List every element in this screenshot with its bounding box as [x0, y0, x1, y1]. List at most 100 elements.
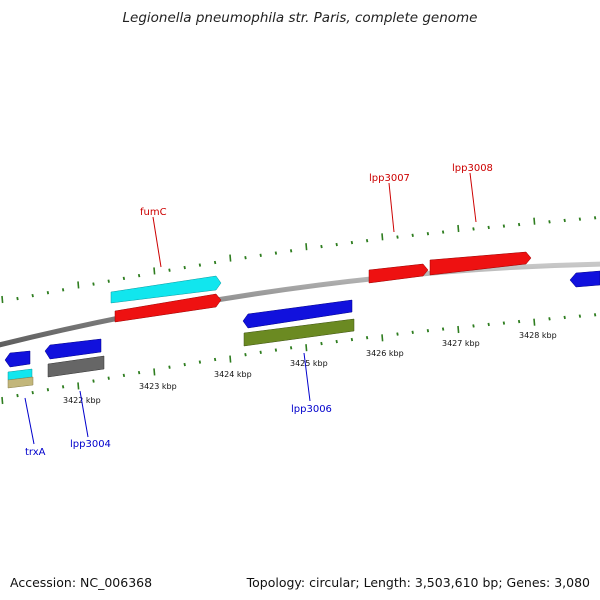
forward-row-major-tick [153, 267, 156, 275]
gene-label-lpp3004[interactable]: lpp3004 [70, 439, 111, 450]
reverse-row-minor-tick [168, 365, 171, 369]
forward-row-minor-tick [46, 291, 50, 295]
reverse-row-minor-tick [31, 390, 34, 395]
reverse-row-minor-tick [502, 321, 506, 325]
forward-row-minor-tick [335, 242, 338, 247]
reverse-row-minor-tick [183, 362, 186, 367]
forward-row-minor-tick [107, 279, 110, 283]
reverse-row-minor-tick [274, 348, 278, 352]
forward-row-minor-tick [396, 235, 399, 239]
lpp3004-leader [79, 390, 89, 438]
lpp3008-leader [469, 172, 477, 223]
trxA-khaki-gene-bar[interactable] [7, 376, 34, 389]
forward-row-minor-tick [259, 253, 262, 257]
forward-row-minor-tick [548, 220, 551, 224]
forward-row-minor-tick [289, 249, 293, 253]
olive-gene-bar[interactable] [243, 318, 355, 347]
forward-row-major-tick [77, 281, 80, 289]
forward-row-major-tick [533, 217, 536, 225]
gene-labels: fumC lpp3007 lpp3008 trxA lpp3004 lpp300… [25, 163, 493, 458]
trxA-leader [24, 397, 35, 445]
reverse-row-minor-tick [61, 385, 65, 389]
lpp3006-leader [303, 352, 311, 402]
scale-label-3426: 3426 kbp [366, 349, 404, 358]
forward-row-major-tick [1, 295, 4, 304]
forward-row-minor-tick [320, 244, 323, 249]
reverse-tick-row [1, 313, 597, 405]
genome-title: Legionella pneumophila str. Paris, compl… [122, 10, 478, 26]
edge-blue-gene-arrow[interactable] [569, 270, 600, 288]
forward-row-minor-tick [61, 288, 65, 292]
forward-row-minor-tick [365, 239, 369, 243]
fumC-gene-arrow[interactable] [110, 275, 222, 304]
reverse-genes [4, 270, 600, 389]
lpp3004-gene-arrow[interactable] [44, 338, 102, 360]
reverse-row-minor-tick [487, 322, 490, 327]
lpp3006-gene-arrow[interactable] [242, 299, 353, 329]
forward-row-minor-tick [426, 232, 430, 236]
gene-label-lpp3006[interactable]: lpp3006 [291, 404, 332, 415]
trxA-gene-arrow[interactable] [4, 350, 31, 368]
reverse-row-minor-tick [441, 327, 445, 331]
reverse-row-minor-tick [92, 379, 95, 383]
reverse-row-major-tick [381, 334, 384, 342]
reverse-row-minor-tick [137, 370, 141, 375]
forward-row-minor-tick [244, 255, 247, 260]
forward-row-minor-tick [350, 240, 354, 245]
forward-row-minor-tick [517, 222, 521, 227]
reverse-row-minor-tick [350, 337, 354, 342]
forward-row-minor-tick [16, 296, 19, 301]
reverse-row-major-tick [533, 318, 536, 326]
reverse-row-minor-tick [259, 350, 262, 354]
forward-row-minor-tick [563, 218, 566, 223]
reverse-row-minor-tick [548, 317, 551, 321]
reverse-row-minor-tick [107, 376, 110, 380]
forward-row-minor-tick [502, 224, 506, 228]
reverse-row-minor-tick [365, 336, 369, 340]
reverse-row-minor-tick [517, 319, 521, 324]
reverse-row-minor-tick [335, 339, 338, 344]
forward-row-major-tick [381, 233, 384, 241]
forward-row-minor-tick [441, 230, 445, 234]
reverse-row-minor-tick [578, 314, 582, 318]
gene-label-fumC[interactable]: fumC [140, 207, 167, 218]
reverse-row-major-tick [1, 396, 4, 405]
fumC-leader [152, 216, 162, 268]
reverse-row-minor-tick [426, 329, 430, 333]
reverse-row-minor-tick [411, 330, 414, 335]
scale-label-3423: 3423 kbp [139, 382, 177, 391]
gene-label-trxA[interactable]: trxA [25, 447, 46, 458]
reverse-row-minor-tick [122, 373, 126, 378]
accession-label: Accession: NC_006368 [10, 575, 153, 590]
scale-labels: 3422 kbp 3423 kbp 3424 kbp 3425 kbp 3426… [63, 331, 557, 405]
scale-label-3427: 3427 kbp [442, 339, 480, 348]
reverse-row-minor-tick [16, 393, 19, 398]
reverse-row-major-tick [305, 344, 308, 352]
forward-row-minor-tick [31, 293, 34, 298]
reverse-row-minor-tick [563, 315, 566, 320]
reverse-row-minor-tick [320, 341, 323, 346]
scale-label-3424: 3424 kbp [214, 370, 252, 379]
reverse-row-major-tick [457, 325, 460, 334]
reverse-row-minor-tick [396, 332, 399, 336]
scale-label-3425: 3425 kbp [290, 359, 328, 368]
reverse-row-minor-tick [244, 352, 247, 357]
genome-summary-label: Topology: circular; Length: 3,503,610 bp… [246, 575, 590, 590]
forward-row-minor-tick [578, 217, 582, 221]
reverse-row-minor-tick [472, 324, 475, 328]
label-leaders [24, 172, 477, 445]
lpp3008-gene-arrow[interactable] [429, 251, 532, 276]
forward-row-minor-tick [198, 263, 202, 267]
gene-label-lpp3007[interactable]: lpp3007 [369, 173, 410, 184]
reverse-row-major-tick [153, 368, 156, 376]
forward-row-minor-tick [274, 251, 278, 255]
reverse-row-minor-tick [593, 313, 597, 317]
gene-label-lpp3008[interactable]: lpp3008 [452, 163, 493, 174]
gray-gene-bar[interactable] [47, 355, 105, 378]
reverse-row-minor-tick [289, 346, 293, 350]
forward-row-minor-tick [92, 282, 95, 286]
forward-red-gene-arrow[interactable] [114, 293, 222, 323]
lpp3007-gene-arrow[interactable] [368, 263, 429, 284]
